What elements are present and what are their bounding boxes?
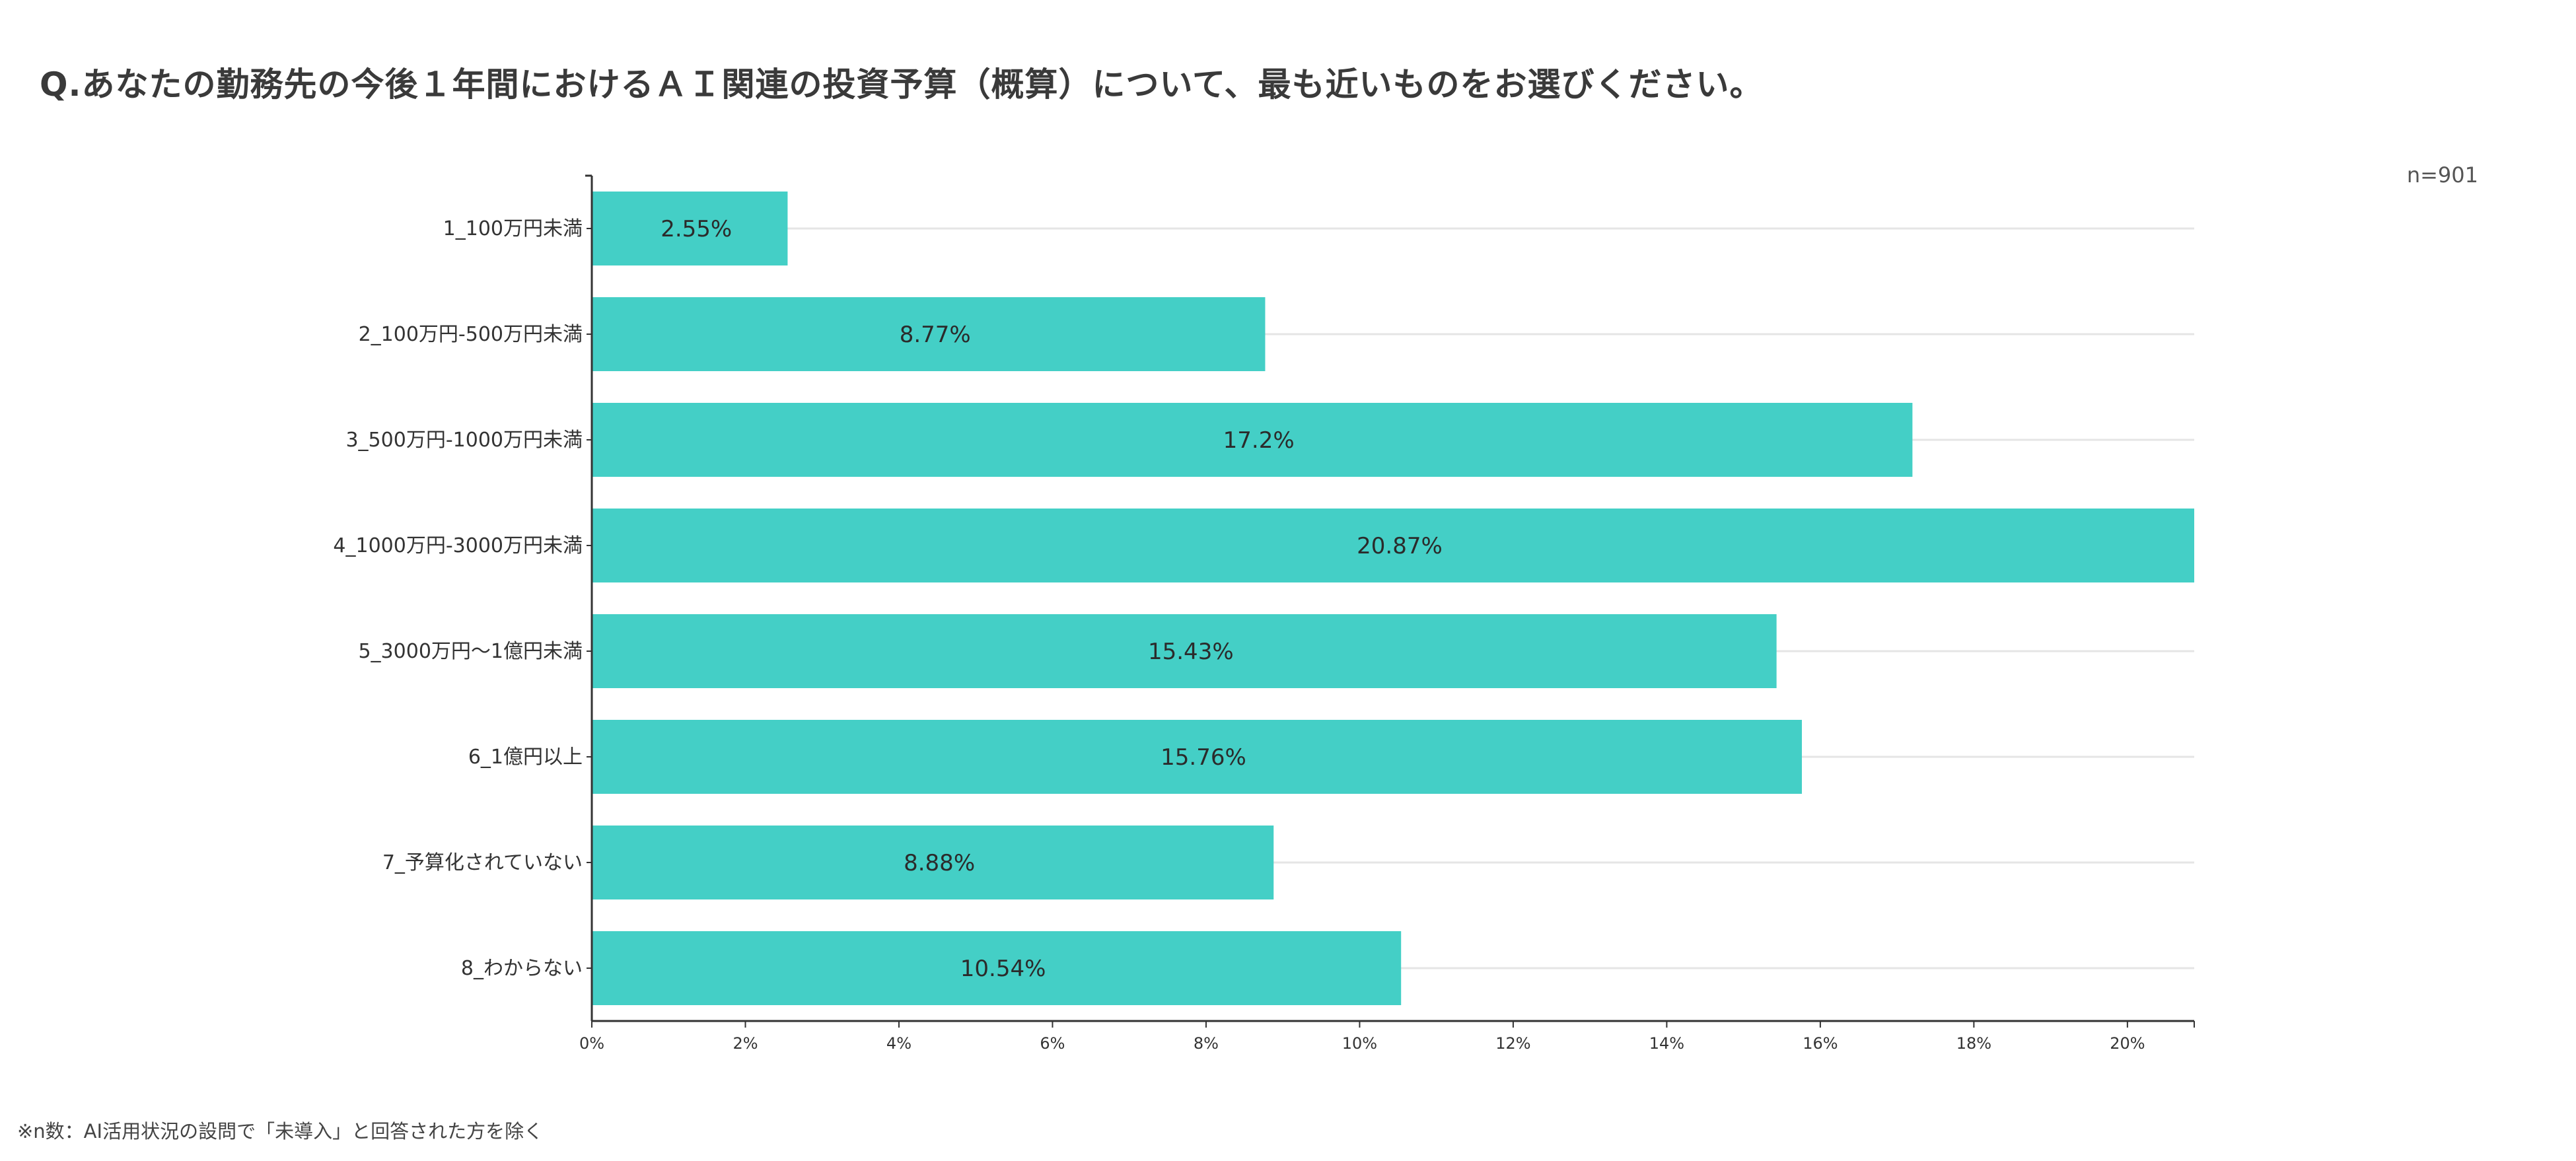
bar [592,720,1802,794]
category-label: 3_500万円-1000万円未満 [345,429,583,452]
category-label: 6_1億円以上 [468,746,583,769]
axes [585,174,2195,1028]
x-tick-label: 20% [2110,1034,2145,1053]
category-label: 7_予算化されていない [382,851,583,874]
data-label: 2.55% [661,216,732,242]
bar [592,297,1266,371]
labels: 2.55% 1_100万円未満 8.77% 2_100万円-500万円未満 17.2% 3… [333,216,2145,1053]
bars [592,192,2194,1005]
x-tick-label: 16% [1803,1034,1838,1053]
data-label: 10.54% [960,956,1046,982]
x-tick-label: 4% [886,1034,912,1053]
sample-size-label: n=901 [2406,162,2478,188]
x-tick-label: 0% [579,1034,604,1053]
bar [592,826,1274,899]
page-title: Q.あなたの勤務先の今後１年間におけるＡＩ関連の投資予算（概算）について、最も近… [40,65,1764,104]
x-tick-label: 6% [1040,1034,1065,1053]
x-tick-label: 10% [1342,1034,1377,1053]
bar [592,403,1913,477]
bar [592,509,2194,582]
data-label: 15.76% [1161,744,1246,771]
data-label: 15.43% [1148,639,1234,665]
x-tick-label: 18% [1956,1034,1991,1053]
footnote: ※n数：AI活用状況の設問で「未導入」と回答された方を除く [17,1120,544,1143]
x-tick-label: 14% [1649,1034,1684,1053]
bar [592,931,1402,1005]
x-tick-label: 2% [733,1034,758,1053]
category-label: 8_わからない [461,957,583,980]
data-label: 8.77% [900,322,971,348]
data-label: 20.87% [1357,533,1443,559]
x-tick-label: 8% [1194,1034,1219,1053]
category-label: 4_1000万円-3000万円未満 [333,534,583,557]
data-label: 17.2% [1223,427,1295,454]
x-tick-label: 12% [1495,1034,1530,1053]
bar [592,614,1777,688]
category-label: 1_100万円未満 [443,217,583,240]
data-label: 8.88% [904,850,975,876]
bar [592,192,788,265]
category-label: 2_100万円-500万円未満 [359,323,583,346]
category-label: 5_3000万円～1億円未満 [358,640,583,663]
